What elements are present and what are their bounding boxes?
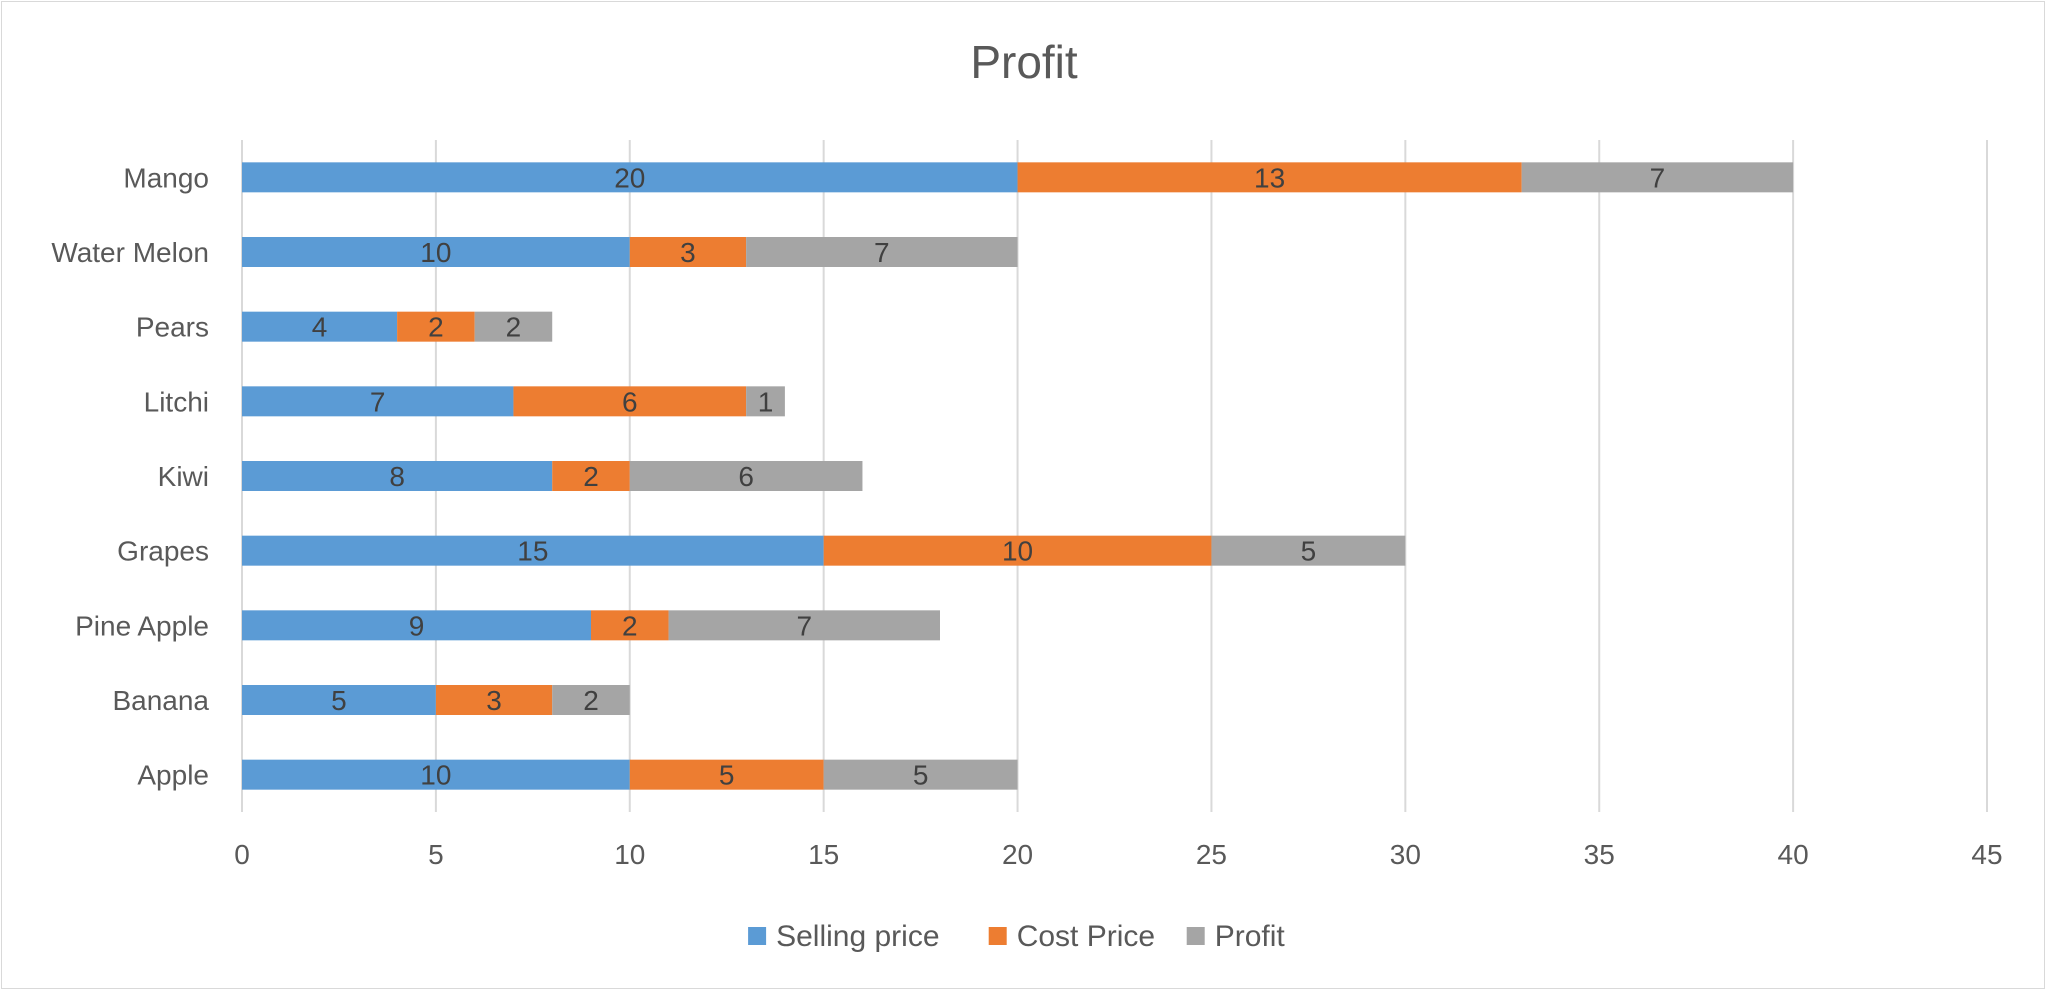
legend-swatch-profit bbox=[1186, 927, 1205, 945]
x-tick-label-25: 25 bbox=[1196, 839, 1227, 870]
data-label-profit-kiwi: 6 bbox=[738, 461, 754, 492]
bar-profit-kiwi bbox=[629, 461, 863, 491]
bar-cost-price-apple bbox=[629, 759, 824, 790]
bars bbox=[242, 162, 1794, 790]
data-label-cost-price-kiwi: 2 bbox=[583, 461, 599, 492]
data-label-cost-price-grapes: 10 bbox=[1002, 536, 1033, 567]
data-label-profit-water-melon: 7 bbox=[874, 237, 890, 268]
data-label-selling-price-kiwi: 8 bbox=[389, 461, 405, 492]
data-label-profit-pears: 2 bbox=[506, 312, 522, 343]
data-label-selling-price-apple: 10 bbox=[420, 760, 451, 791]
data-label-profit-mango: 7 bbox=[1650, 162, 1666, 193]
bar-selling-price-kiwi bbox=[242, 461, 553, 491]
bar-selling-price-banana bbox=[242, 685, 436, 715]
bar-selling-price-grapes bbox=[242, 535, 824, 566]
bar-selling-price-litchi bbox=[242, 386, 514, 417]
bar-cost-price-pine-apple bbox=[591, 610, 669, 641]
x-tick-label-35: 35 bbox=[1584, 839, 1615, 870]
category-label-pears: Pears bbox=[136, 312, 209, 343]
x-tick-label-5: 5 bbox=[428, 839, 444, 870]
data-label-cost-price-banana: 3 bbox=[486, 685, 502, 716]
bar-selling-price-mango bbox=[242, 162, 1018, 193]
category-label-pine-apple: Pine Apple bbox=[75, 610, 209, 641]
data-label-cost-price-mango: 13 bbox=[1254, 162, 1285, 193]
bar-cost-price-mango bbox=[1017, 162, 1522, 193]
data-label-cost-price-pine-apple: 2 bbox=[622, 610, 638, 641]
data-labels: 10 5 5 5 3 2 9 2 7 15 10 5 8 2 6 7 6 1 4 2 2 10 3 7 20 13 7 bbox=[312, 162, 1665, 790]
bar-selling-price-pine-apple bbox=[242, 610, 591, 641]
legend-label-cost-price: Cost Price bbox=[1017, 920, 1155, 953]
data-label-selling-price-mango: 20 bbox=[614, 162, 645, 193]
data-label-cost-price-apple: 5 bbox=[719, 760, 735, 791]
bar-profit-pine-apple bbox=[668, 610, 940, 641]
data-label-profit-litchi: 1 bbox=[758, 386, 774, 417]
bar-profit-water-melon bbox=[746, 237, 1018, 267]
legend-swatch-selling-price bbox=[748, 927, 767, 945]
x-tick-label-20: 20 bbox=[1002, 839, 1033, 870]
data-label-profit-grapes: 5 bbox=[1301, 536, 1317, 567]
data-label-profit-apple: 5 bbox=[913, 760, 929, 791]
data-label-selling-price-litchi: 7 bbox=[370, 386, 386, 417]
x-tick-label-30: 30 bbox=[1390, 839, 1421, 870]
data-label-cost-price-pears: 2 bbox=[428, 312, 444, 343]
x-tick-label-40: 40 bbox=[1778, 839, 1809, 870]
bar-cost-price-water-melon bbox=[629, 237, 747, 267]
legend-label-selling-price: Selling price bbox=[776, 920, 939, 953]
data-label-selling-price-grapes: 15 bbox=[517, 536, 548, 567]
bar-selling-price-pears bbox=[242, 311, 398, 342]
bar-cost-price-pears bbox=[397, 311, 475, 342]
x-tick-label-15: 15 bbox=[808, 839, 839, 870]
legend-label-profit: Profit bbox=[1215, 920, 1286, 953]
x-tick-label-0: 0 bbox=[234, 839, 250, 870]
data-label-selling-price-pine-apple: 9 bbox=[409, 610, 425, 641]
category-label-apple: Apple bbox=[137, 760, 209, 791]
chart-title: Profit bbox=[970, 36, 1078, 88]
value-axis: 0 5 10 15 20 25 30 35 40 45 bbox=[234, 839, 2002, 870]
data-label-profit-pine-apple: 7 bbox=[796, 610, 812, 641]
bar-cost-price-banana bbox=[435, 685, 553, 715]
x-tick-label-45: 45 bbox=[1971, 839, 2002, 870]
category-axis: Apple Banana Pine Apple Grapes Kiwi Litchi Pea… bbox=[51, 162, 209, 790]
category-label-banana: Banana bbox=[112, 685, 209, 716]
bar-profit-apple bbox=[823, 759, 1018, 790]
bar-profit-pears bbox=[474, 311, 553, 342]
data-label-selling-price-banana: 5 bbox=[331, 685, 347, 716]
category-label-grapes: Grapes bbox=[117, 536, 209, 567]
x-tick-label-10: 10 bbox=[614, 839, 645, 870]
bar-profit-grapes bbox=[1211, 535, 1406, 566]
bar-profit-mango bbox=[1521, 162, 1794, 193]
category-label-kiwi: Kiwi bbox=[158, 461, 209, 492]
bar-cost-price-kiwi bbox=[552, 461, 630, 491]
data-label-selling-price-water-melon: 10 bbox=[420, 237, 451, 268]
data-label-selling-price-pears: 4 bbox=[312, 312, 328, 343]
legend-swatch-cost-price bbox=[988, 927, 1007, 945]
data-label-cost-price-water-melon: 3 bbox=[680, 237, 696, 268]
data-label-cost-price-litchi: 6 bbox=[622, 386, 638, 417]
category-label-mango: Mango bbox=[123, 162, 209, 193]
category-label-water-melon: Water Melon bbox=[51, 237, 209, 268]
bar-profit-litchi bbox=[746, 386, 785, 417]
bar-profit-banana bbox=[552, 685, 630, 715]
bar-cost-price-grapes bbox=[823, 535, 1212, 566]
legend: Selling price Cost Price Profit bbox=[748, 920, 1285, 953]
bar-selling-price-water-melon bbox=[242, 237, 630, 267]
bar-cost-price-litchi bbox=[513, 386, 747, 417]
bar-selling-price-apple bbox=[242, 759, 630, 790]
data-label-profit-banana: 2 bbox=[583, 685, 599, 716]
category-label-litchi: Litchi bbox=[144, 386, 209, 417]
